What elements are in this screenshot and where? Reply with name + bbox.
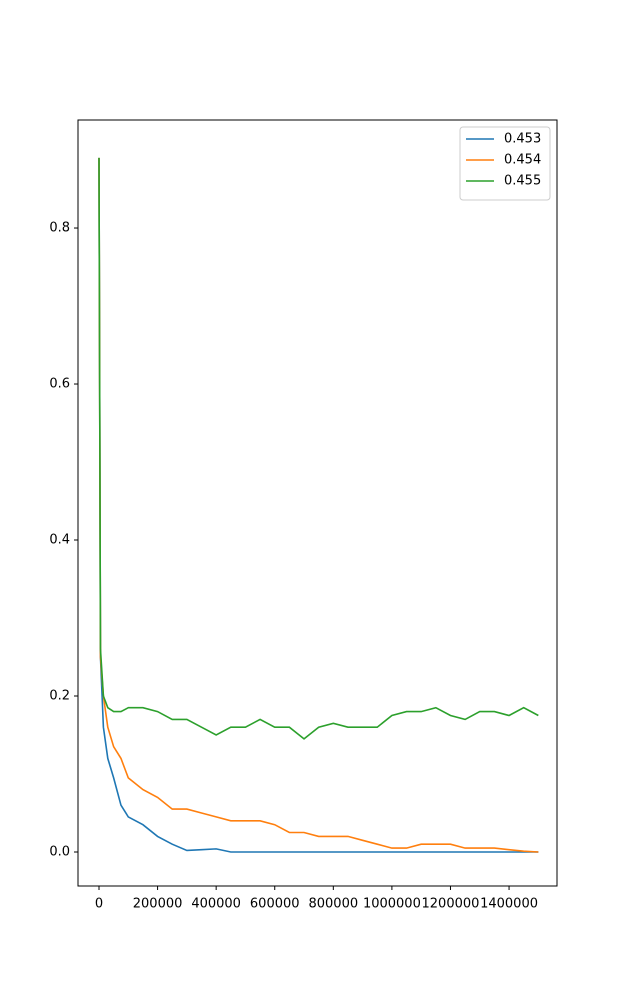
plot-frame <box>77 119 558 887</box>
y-tick-label: 0.2 <box>49 689 70 704</box>
x-tick-label: 400000 <box>191 897 241 912</box>
series-line <box>98 157 539 853</box>
legend-label: 0.454 <box>504 153 541 168</box>
x-tick-label: 1200000 <box>422 897 480 912</box>
x-tick-label: 1000000 <box>363 897 421 912</box>
x-tick-label: 200000 <box>133 897 183 912</box>
y-tick-label: 0.6 <box>49 377 70 392</box>
x-tick-label: 600000 <box>250 897 300 912</box>
y-tick-label: 0.4 <box>49 533 70 548</box>
x-tick-label: 800000 <box>308 897 358 912</box>
y-tick-label: 0.0 <box>49 844 70 859</box>
y-tick-label: 0.8 <box>49 221 70 236</box>
legend-label: 0.453 <box>504 132 541 147</box>
legend-label: 0.455 <box>504 174 541 189</box>
x-tick-label: 0 <box>95 897 103 912</box>
x-tick-label: 1400000 <box>480 897 538 912</box>
series-line <box>98 157 539 740</box>
series-line <box>98 157 539 853</box>
